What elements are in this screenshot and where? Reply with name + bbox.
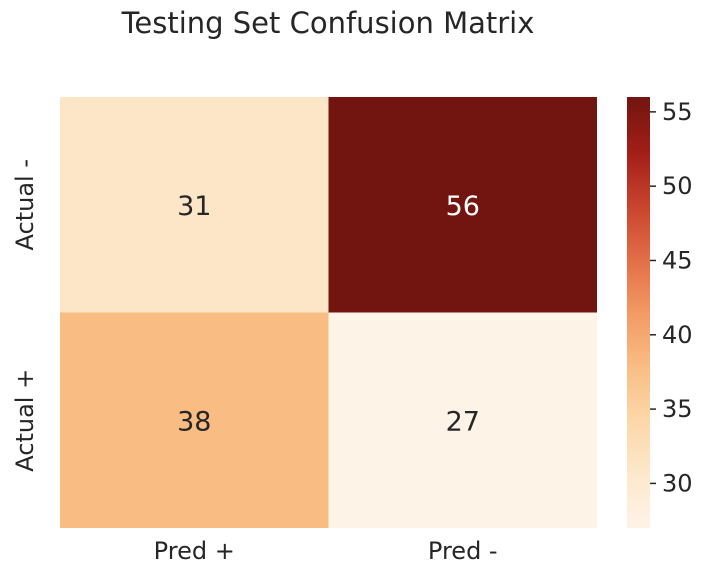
colorbar-tick-label: 30 (662, 469, 693, 497)
cell-value-label: 27 (446, 406, 480, 437)
y-tick-label: Actual - (11, 159, 39, 250)
x-tick-label: Pred + (154, 537, 235, 565)
cell-value-label: 38 (177, 406, 211, 437)
y-axis-tick-labels: Actual - Actual + (11, 159, 39, 472)
x-axis-tick-labels: Pred + Pred - (154, 537, 498, 565)
colorbar-tick-label: 40 (662, 321, 693, 349)
colorbar-tick-label: 50 (662, 172, 693, 200)
colorbar-ticks: 30 35 40 45 50 55 (650, 98, 693, 497)
heatmap-cells: 31 56 38 27 (60, 97, 597, 528)
colorbar: 30 35 40 45 50 55 (627, 97, 693, 528)
chart-title: Testing Set Confusion Matrix (121, 6, 535, 40)
cell-value-label: 31 (177, 191, 211, 222)
colorbar-tick-label: 45 (662, 246, 693, 274)
colorbar-tick-label: 35 (662, 395, 693, 423)
colorbar-tick-label: 55 (662, 98, 693, 126)
x-tick-label: Pred - (428, 537, 498, 565)
heatmap-cell-r1-c0 (60, 312, 329, 528)
heatmap-cell-r0-c1 (328, 97, 597, 313)
y-tick-label: Actual + (11, 369, 39, 472)
cell-value-label: 56 (446, 191, 480, 222)
heatmap-cell-r0-c0 (60, 97, 329, 313)
colorbar-gradient (627, 97, 650, 528)
heatmap-cell-r1-c1 (328, 312, 597, 528)
